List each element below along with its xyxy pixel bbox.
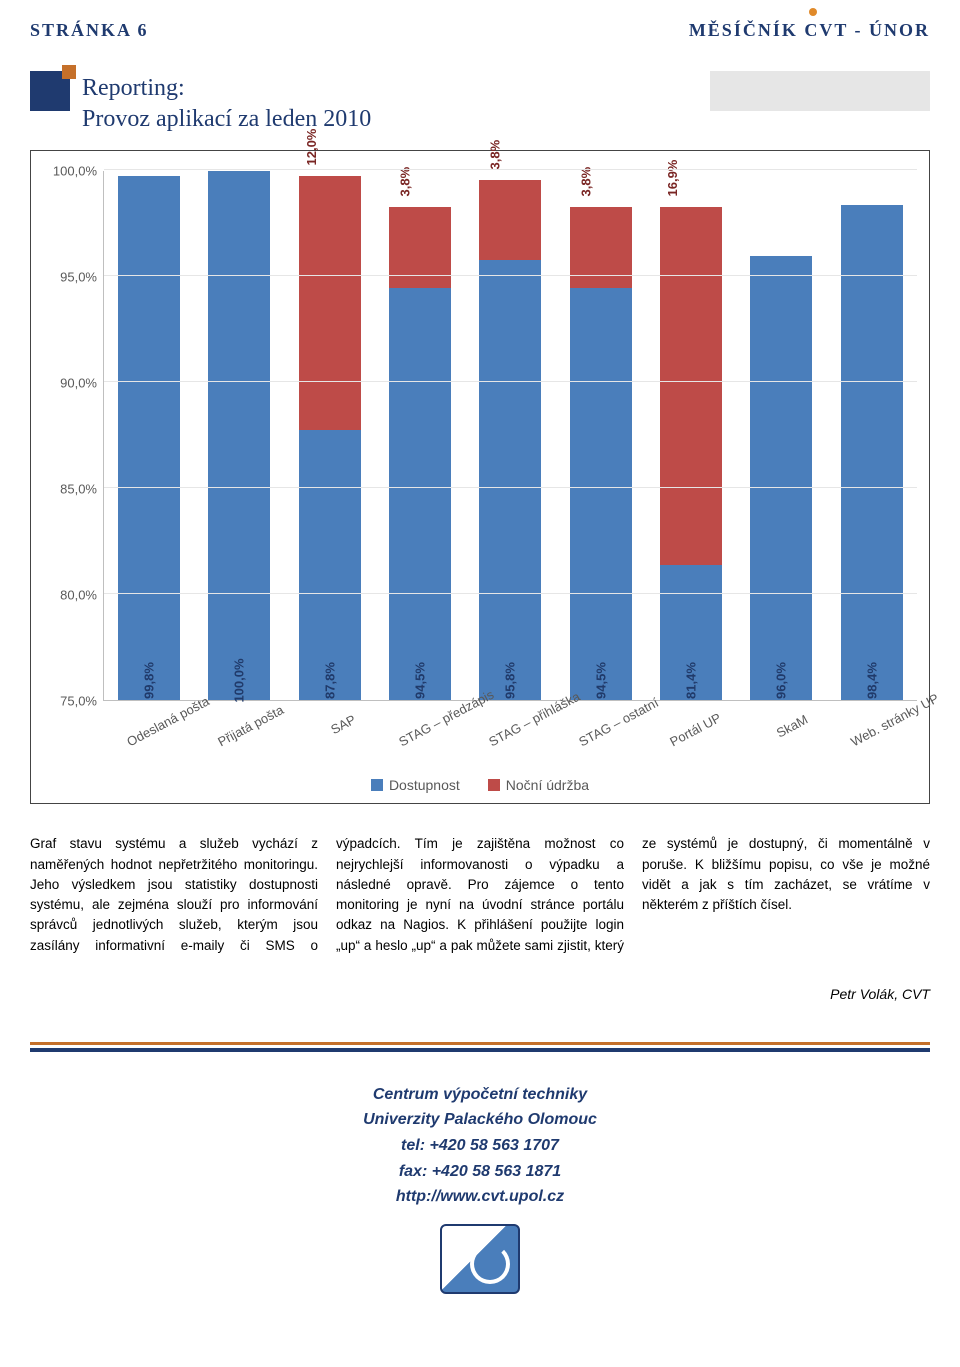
legend-swatch-red [488,779,500,791]
legend-item-availability: Dostupnost [371,777,460,793]
footer-url[interactable]: http://www.cvt.upol.cz [396,1188,564,1205]
chart-bar-blue-label: 96,0% [774,662,789,699]
section-title-line2: Provoz aplikací za leden 2010 [82,106,371,132]
article-signature: Petr Volák, CVT [30,986,930,1002]
chart-gridline [104,275,917,276]
chart-bar-blue-label: 94,5% [593,662,608,699]
chart-bar-red-label: 3,8% [398,167,413,197]
header-publication-title: MĚSÍČNÍK CVT - ÚNOR [689,20,930,41]
chart-bar-blue-label: 87,8% [322,662,337,699]
footer-university: Univerzity Palackého Olomouc [30,1107,930,1133]
footer-logo-icon [440,1224,520,1294]
article-body: Graf stavu systému a služeb vychází z na… [30,834,930,956]
chart-y-tick: 80,0% [60,588,97,603]
header-page-number: STRÁNKA 6 [30,20,149,41]
chart-gridline [104,593,917,594]
chart-bar-blue-label: 99,8% [142,662,157,699]
chart-bar-red: 16,9% [660,207,722,565]
chart-bar-blue: 94,5% [570,288,632,701]
chart-y-tick: 75,0% [60,694,97,709]
chart-bar-red-label: 3,8% [578,167,593,197]
chart-bar-blue-label: 94,5% [413,662,428,699]
chart-bar-red-label: 16,9% [665,160,680,197]
chart-bar-blue-label: 100,0% [232,659,247,703]
chart-bar-blue: 94,5% [389,288,451,701]
chart-gridline [104,381,917,382]
section-heading: Reporting: Provoz aplikací za leden 2010 [30,71,930,135]
chart-bar-blue: 98,4% [841,205,903,700]
chart-bar-blue-label: 95,8% [503,662,518,699]
chart-bar-column: 3,8% 95,8% [479,171,541,700]
chart-plot-area: 75,0%80,0%85,0%90,0%95,0%100,0% 99,8%100… [43,171,917,701]
footer-org-name: Centrum výpočetní techniky [30,1082,930,1108]
section-title-line1: Reporting: [82,75,185,101]
chart-y-axis: 75,0%80,0%85,0%90,0%95,0%100,0% [43,171,103,701]
chart-bar-column: 99,8% [118,171,180,700]
chart-bar-column: 98,4% [841,171,903,700]
chart-bar-blue: 87,8% [299,430,361,701]
footer-separator [30,1042,930,1052]
section-title: Reporting: Provoz aplikací za leden 2010 [82,71,690,135]
availability-chart: 75,0% 80,0% 85,0% 90,0% 95,0% 100,0% 99,8% 100… [30,150,930,804]
footer-tel: tel: +420 58 563 1707 [30,1133,930,1159]
chart-bar-blue: 95,8% [479,260,541,700]
chart-bar-red: 3,8% [479,180,541,260]
legend-swatch-blue [371,779,383,791]
chart-bars-row: 99,8%100,0%12,0%87,8%3,8%94,5%3,8%95,8%3… [104,171,917,700]
heading-rule [710,71,930,111]
chart-bar-column: 12,0% 87,8% [299,171,361,700]
chart-bar-red-label: 3,8% [488,140,503,170]
chart-gridline [104,487,917,488]
chart-bar-blue: 100,0% [208,171,270,700]
chart-gridline [104,169,917,170]
chart-bar-column: 100,0% [208,171,270,700]
chart-bar-blue-label: 98,4% [864,662,879,699]
chart-bar-red-label: 12,0% [304,128,319,165]
heading-decor-square [30,71,70,111]
page-footer: Centrum výpočetní techniky Univerzity Pa… [30,1082,930,1294]
chart-bar-column: 3,8%94,5% [570,171,632,700]
footer-fax: fax: +420 58 563 1871 [30,1159,930,1185]
chart-bar-red: 12,0% [299,176,361,430]
chart-bar-blue: 96,0% [750,256,812,700]
chart-x-labels: Odeslaná poštaPřijatá poštaSAPSTAG – pře… [103,707,917,767]
chart-bar-blue-label: 81,4% [684,662,699,699]
chart-y-tick: 85,0% [60,482,97,497]
chart-bar-column: 16,9% 81,4% [660,171,722,700]
chart-bar-blue: 99,8% [118,176,180,701]
chart-bar-column: 96,0% [750,171,812,700]
chart-y-tick: 95,0% [60,270,97,285]
chart-bar-column: 3,8%94,5% [389,171,451,700]
page-header: STRÁNKA 6 MĚSÍČNÍK CVT - ÚNOR [30,20,930,41]
chart-bars-area: 99,8%100,0%12,0%87,8%3,8%94,5%3,8%95,8%3… [103,171,917,701]
chart-y-tick: 100,0% [53,164,97,179]
chart-y-tick: 90,0% [60,376,97,391]
legend-item-maintenance: Noční údržba [488,777,589,793]
chart-bar-blue: 81,4% [660,565,722,700]
